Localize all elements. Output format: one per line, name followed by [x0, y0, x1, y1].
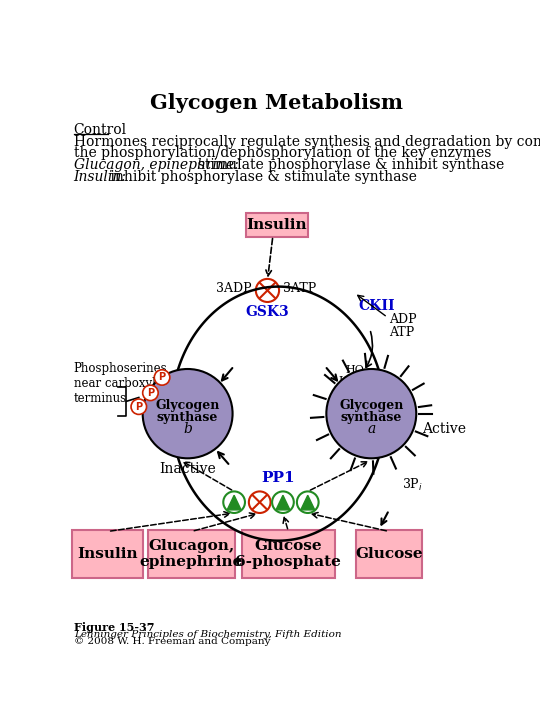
- Text: synthase: synthase: [341, 411, 402, 424]
- Text: inhibit phosphorylase & stimulate synthase: inhibit phosphorylase & stimulate syntha…: [106, 169, 417, 184]
- Text: CKII: CKII: [358, 299, 395, 313]
- Text: P: P: [135, 402, 143, 412]
- Circle shape: [143, 385, 158, 400]
- Text: HO: HO: [345, 365, 364, 374]
- Circle shape: [256, 279, 279, 302]
- Text: Glucose: Glucose: [355, 546, 423, 561]
- Text: stimulate phosphorylase & inhibit synthase: stimulate phosphorylase & inhibit syntha…: [189, 158, 504, 172]
- Text: HO: HO: [339, 377, 357, 387]
- Text: Glycogen: Glycogen: [156, 400, 220, 413]
- Text: Hormones reciprocally regulate synthesis and degradation by controlling: Hormones reciprocally regulate synthesis…: [73, 135, 540, 149]
- Text: Insulin:: Insulin:: [73, 169, 126, 184]
- FancyBboxPatch shape: [356, 530, 422, 577]
- Polygon shape: [301, 495, 315, 510]
- Text: Glycogen: Glycogen: [339, 400, 403, 413]
- Text: Lehninger Principles of Biochemistry, Fifth Edition: Lehninger Principles of Biochemistry, Fi…: [73, 630, 341, 639]
- Text: ADP: ADP: [389, 313, 417, 326]
- FancyBboxPatch shape: [148, 530, 235, 577]
- Polygon shape: [227, 495, 241, 510]
- Circle shape: [143, 369, 233, 459]
- Text: Glucagon,
epinephrine: Glucagon, epinephrine: [140, 539, 243, 569]
- FancyBboxPatch shape: [242, 530, 335, 577]
- Circle shape: [223, 492, 245, 513]
- Text: Inactive: Inactive: [159, 462, 216, 476]
- Text: Figure 15-37: Figure 15-37: [73, 621, 154, 633]
- Text: 3ATP: 3ATP: [283, 282, 316, 295]
- FancyBboxPatch shape: [246, 212, 308, 238]
- Text: Phosphoserines
near carboxyl
terminus: Phosphoserines near carboxyl terminus: [73, 362, 167, 405]
- Text: Insulin: Insulin: [246, 218, 307, 232]
- Text: P: P: [147, 388, 154, 398]
- Circle shape: [131, 399, 146, 415]
- Text: P: P: [158, 372, 166, 382]
- Text: GSK3: GSK3: [246, 305, 289, 319]
- Text: the phosphorylation/dephosphorylation of the key enzymes: the phosphorylation/dephosphorylation of…: [73, 146, 491, 161]
- Text: ATP: ATP: [389, 326, 414, 339]
- Text: Insulin: Insulin: [77, 546, 138, 561]
- Text: a: a: [367, 422, 375, 436]
- FancyBboxPatch shape: [72, 530, 144, 577]
- Circle shape: [154, 370, 170, 385]
- Circle shape: [326, 369, 416, 459]
- Text: Glucagon, epinephrine:: Glucagon, epinephrine:: [73, 158, 239, 172]
- Text: Glucose
6-phosphate: Glucose 6-phosphate: [235, 539, 341, 569]
- Polygon shape: [276, 495, 290, 510]
- Text: Control: Control: [73, 123, 127, 138]
- Text: © 2008 W. H. Freeman and Company: © 2008 W. H. Freeman and Company: [73, 637, 270, 646]
- Circle shape: [272, 492, 294, 513]
- Text: PP1: PP1: [261, 471, 295, 485]
- Text: Glycogen Metabolism: Glycogen Metabolism: [150, 94, 403, 113]
- Circle shape: [297, 492, 319, 513]
- Text: Active: Active: [422, 422, 465, 436]
- Circle shape: [249, 492, 271, 513]
- Text: HO: HO: [333, 388, 352, 398]
- Text: 3ADP: 3ADP: [217, 282, 252, 295]
- Text: synthase: synthase: [157, 411, 218, 424]
- Text: 3P$_i$: 3P$_i$: [402, 477, 423, 493]
- Text: b: b: [183, 422, 192, 436]
